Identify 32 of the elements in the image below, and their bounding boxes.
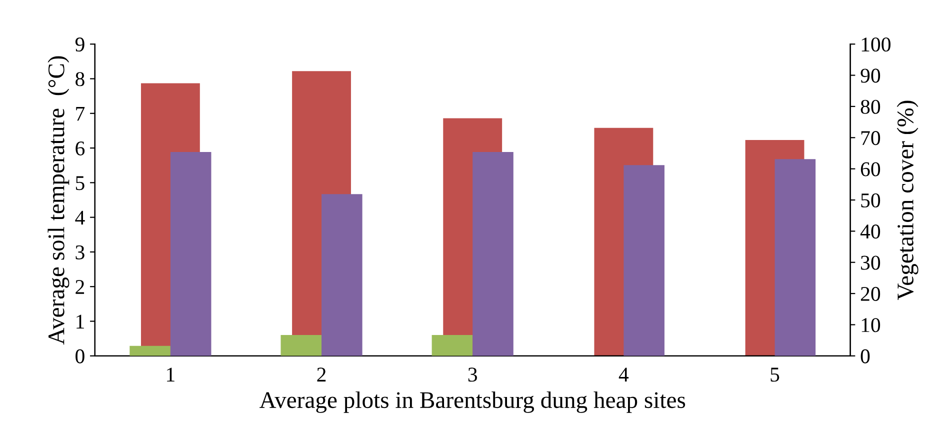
x-tick-label: 2 [317, 368, 326, 382]
y-tick-label: 1 [76, 314, 84, 328]
y-tick-label: 6 [76, 141, 85, 156]
x-tick-label: 5 [770, 368, 780, 382]
y-tick-label: 4 [75, 210, 85, 225]
y2-tick-label: 60 [860, 162, 880, 176]
y2-tick-label: 10 [862, 318, 880, 332]
y-axis-title: Average soil temperature (°C) [48, 56, 70, 345]
y2-tick-label: 20 [860, 286, 880, 301]
x-axis-title: Average plots in Barentsburg dung heap sites [259, 391, 686, 413]
y2-tick-label: 40 [860, 224, 880, 239]
x-tick-label: 3 [468, 368, 477, 382]
y2-tick-label: 90 [860, 68, 880, 83]
y2-tick-label: 100 [862, 37, 890, 52]
y-tick-label: 0 [76, 349, 84, 364]
y-tick-label: 8 [76, 72, 84, 86]
y-tick-label: 3 [76, 245, 84, 260]
y2-tick-label: 50 [861, 193, 880, 208]
x-tick-label: 4 [618, 368, 629, 382]
y-tick-label: 2 [76, 280, 84, 294]
y-tick-label: 5 [76, 176, 84, 190]
y2-tick-label: 0 [860, 349, 870, 364]
bar [432, 334, 473, 356]
y2-tick-label: 80 [860, 100, 880, 114]
y2-tick-label: 70 [861, 131, 880, 146]
y2-axis-title: Vegetation cover (%) [896, 100, 918, 300]
y-tick-label: 7 [76, 106, 85, 121]
bar [280, 334, 322, 356]
y-tick-label: 9 [75, 38, 84, 52]
y2-tick-label: 30 [861, 256, 880, 270]
x-tick-label: 1 [167, 368, 174, 382]
bar [130, 346, 170, 356]
